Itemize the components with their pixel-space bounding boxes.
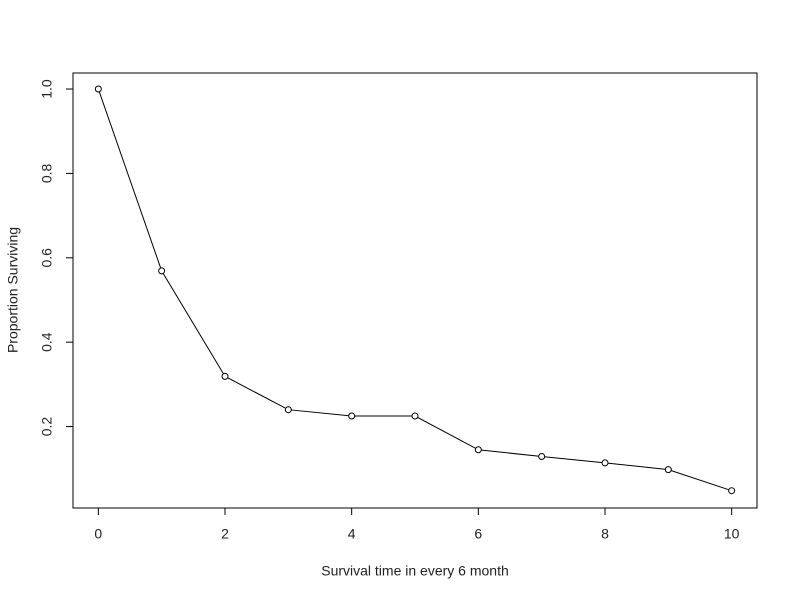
point: [728, 487, 736, 495]
y-tick-label: 0.4: [39, 332, 55, 352]
y-tick-label: 0.8: [39, 163, 55, 183]
point: [284, 406, 292, 414]
point: [158, 267, 166, 275]
x-tick-label: 6: [474, 526, 482, 542]
point: [538, 453, 546, 461]
point: [601, 459, 609, 467]
point: [221, 372, 229, 380]
line: [97, 88, 732, 492]
x-tick-label: 2: [221, 526, 229, 542]
point: [664, 466, 672, 474]
x-tick-label: 0: [94, 526, 102, 542]
point: [474, 446, 482, 454]
point: [94, 85, 102, 93]
y-tick-label: 0.2: [39, 417, 55, 437]
x-tick-label: 4: [348, 526, 356, 542]
x-tick-label: 10: [724, 526, 740, 542]
y-tick-label: 1.0: [39, 79, 55, 99]
point: [411, 412, 419, 420]
y-tick-label: 0.6: [39, 248, 55, 268]
x-tick-label: 8: [601, 526, 609, 542]
point: [348, 412, 356, 420]
x-axis-label: Survival time in every 6 month: [321, 563, 509, 579]
y-axis-label: Proportion Surviving: [5, 227, 21, 353]
plot-box: [72, 72, 758, 509]
